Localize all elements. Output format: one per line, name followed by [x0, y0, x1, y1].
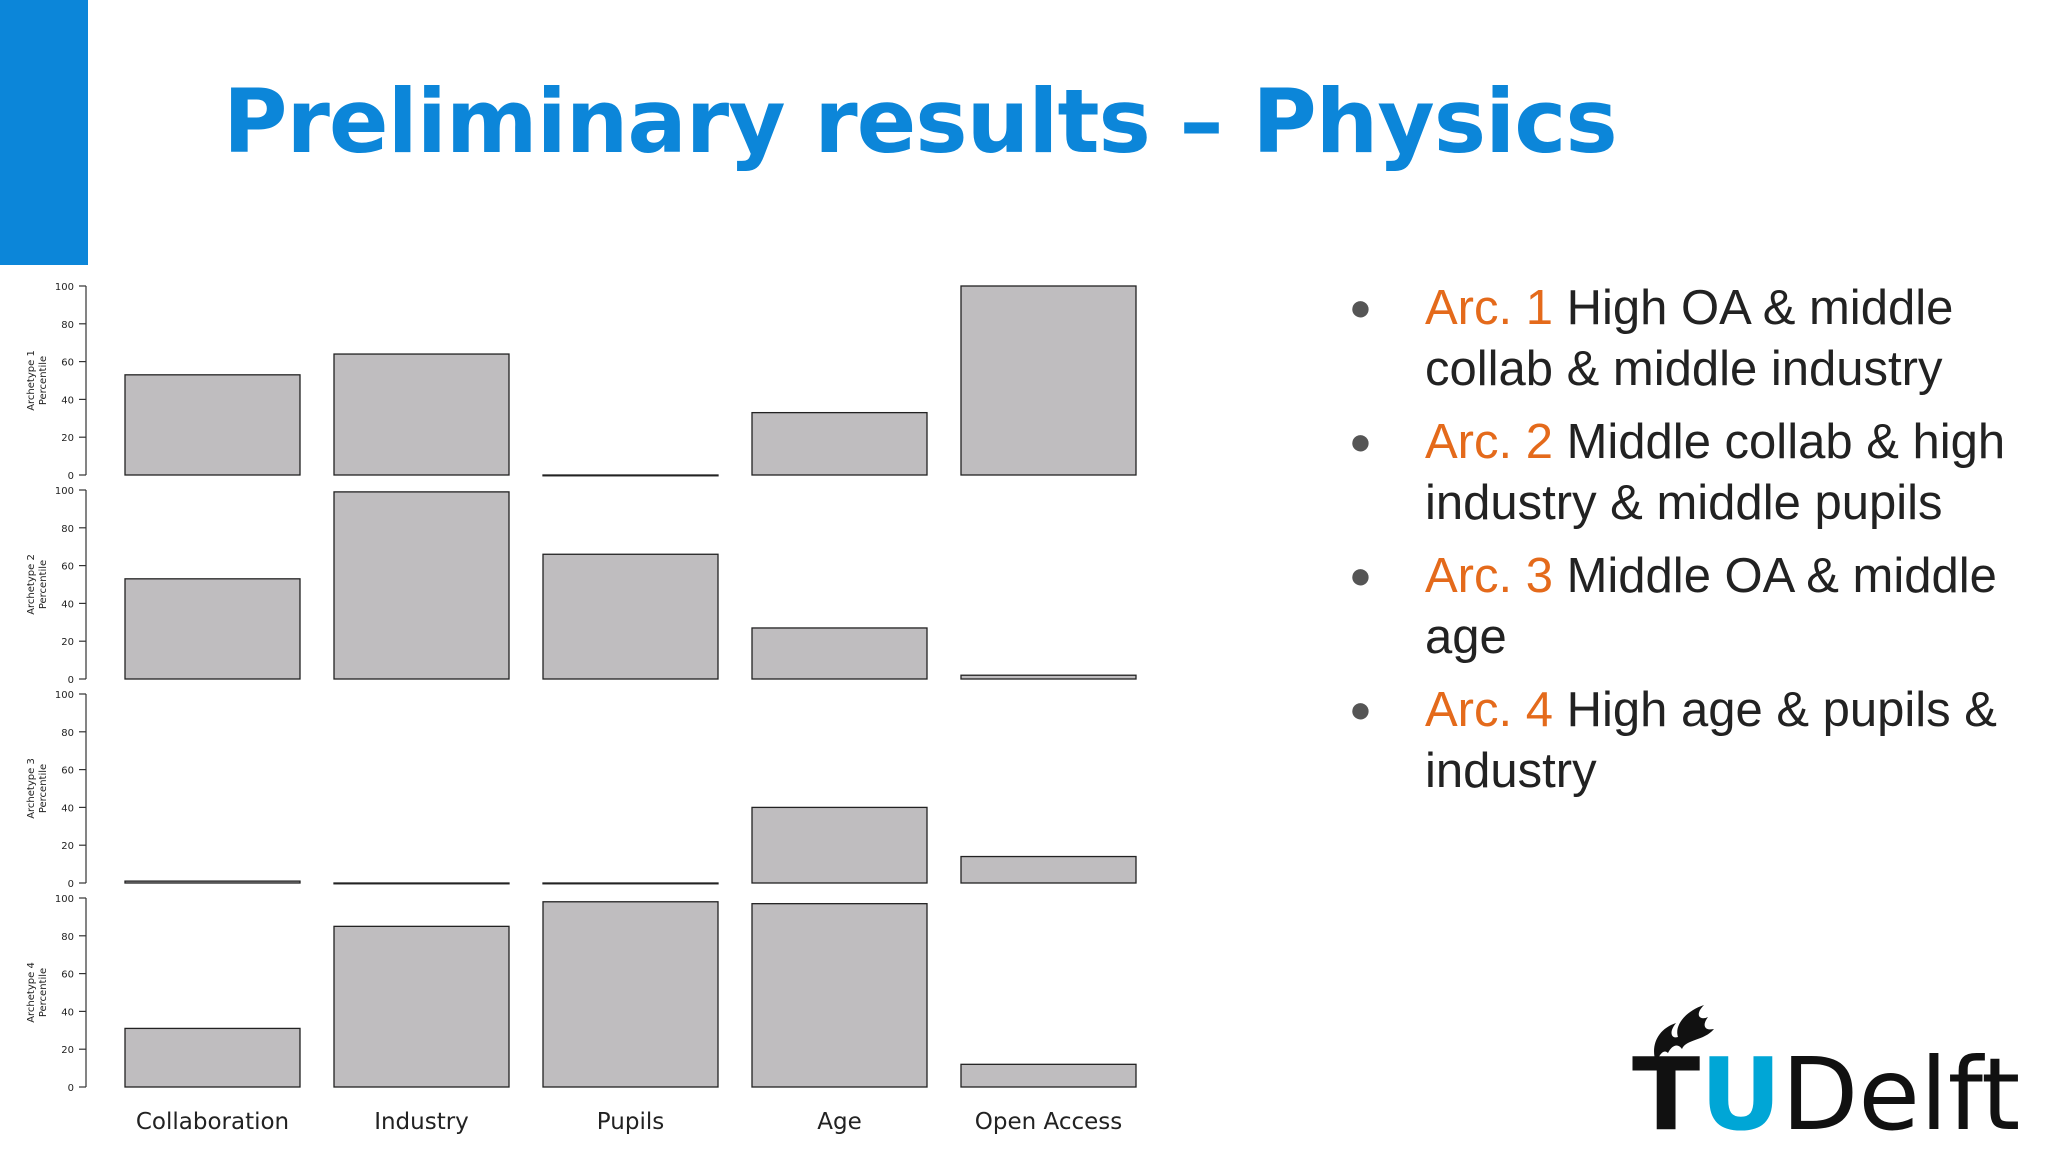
bar-open-access [960, 1063, 1137, 1088]
y-tick-label: 0 [68, 471, 74, 482]
bar-collaboration [124, 374, 301, 476]
y-axis-label: Archetype 2Percentile [26, 554, 49, 615]
y-axis-label-line: Percentile [38, 560, 49, 609]
panel-archetype-2: 0 20 40 60 80 100 Archetype 2Percentile [26, 486, 1137, 686]
bar-industry [333, 925, 510, 1088]
arc-label: Arc. 4 [1425, 683, 1553, 737]
y-tick-label: 40 [61, 803, 74, 814]
bullet-item-arc4: ● Arc. 4 High age & pupils & industry [1345, 680, 2045, 802]
y-tick-label: 20 [61, 1045, 74, 1056]
y-axis-label-line: Archetype 1 [26, 350, 37, 411]
y-tick-label: 40 [61, 599, 74, 610]
y-tick-label: 40 [61, 1007, 74, 1018]
bullet-dot-icon: ● [1349, 555, 1372, 597]
bullet-text: High OA & middle collab & middle industr… [1425, 281, 1954, 396]
bullet-item-arc1: ● Arc. 1 High OA & middle collab & middle… [1345, 278, 2045, 400]
y-tick-label: 20 [61, 637, 74, 648]
bullet-text: Middle OA & middle age [1425, 549, 1997, 664]
bar-collaboration [124, 880, 301, 884]
y-axis-label-line: Archetype 2 [26, 554, 37, 615]
arc-label: Arc. 1 [1425, 281, 1553, 335]
bullet-text: Middle collab & high industry & middle p… [1425, 415, 2006, 530]
bar-age [751, 806, 928, 884]
bullet-dot-icon: ● [1349, 421, 1372, 463]
arc-label: Arc. 3 [1425, 549, 1553, 603]
y-axis-label-line: Archetype 4 [26, 962, 37, 1023]
y-tick-label: 80 [61, 524, 74, 535]
y-tick-label: 60 [61, 766, 74, 777]
y-axis-label: Archetype 1Percentile [26, 350, 49, 411]
y-tick-label: 100 [55, 894, 74, 905]
arc-label: Arc. 2 [1425, 415, 1553, 469]
bar-open-access [960, 674, 1137, 680]
y-axis-label-line: Percentile [38, 356, 49, 405]
y-tick-label: 60 [61, 358, 74, 369]
flame-icon [1654, 1005, 1714, 1063]
y-axis-label-line: Percentile [38, 764, 49, 813]
y-axis-label-line: Archetype 3 [26, 758, 37, 819]
panel-archetype-4: 0 20 40 60 80 100 Archetype 4Percentile [26, 894, 1137, 1094]
x-category-label: Open Access [975, 1109, 1122, 1135]
y-axis-label-line: Percentile [38, 968, 49, 1017]
bullet-item-arc3: ● Arc. 3 Middle OA & middle age [1345, 546, 2045, 668]
y-axis-label: Archetype 3Percentile [26, 758, 49, 819]
y-tick-label: 40 [61, 395, 74, 406]
y-tick-label: 100 [55, 282, 74, 293]
bar-age [751, 627, 928, 680]
y-tick-label: 100 [55, 690, 74, 701]
accent-bar [0, 0, 88, 265]
y-tick-label: 100 [55, 486, 74, 497]
bar-pupils [542, 901, 719, 1088]
bar-open-access [960, 855, 1137, 884]
panel-archetype-3: 0 20 40 60 80 100 Archetype 3Percentile [26, 690, 1137, 890]
bullet-dot-icon: ● [1349, 287, 1372, 329]
logo-wordmark: TUDelft [1632, 1036, 2021, 1153]
y-tick-label: 60 [61, 970, 74, 981]
y-tick-label: 80 [61, 320, 74, 331]
bar-industry [333, 353, 510, 476]
bar-collaboration [124, 578, 301, 680]
y-tick-label: 20 [61, 841, 74, 852]
bar-open-access [960, 285, 1137, 476]
bar-age [751, 903, 928, 1088]
x-category-label: Industry [374, 1109, 469, 1135]
bar-pupils [542, 474, 719, 477]
bar-collaboration [124, 1027, 301, 1088]
bar-pupils [542, 882, 719, 885]
y-tick-label: 20 [61, 433, 74, 444]
tu-delft-logo: TUDelft [1632, 995, 2020, 1145]
bullet-dot-icon: ● [1349, 689, 1372, 731]
y-tick-label: 80 [61, 932, 74, 943]
y-tick-label: 0 [68, 1083, 74, 1094]
x-category-label: Collaboration [136, 1109, 289, 1135]
bar-age [751, 411, 928, 476]
x-category-label: Pupils [597, 1109, 664, 1135]
bullet-item-arc2: ● Arc. 2 Middle collab & high industry & … [1345, 412, 2045, 534]
panel-archetype-1: 0 20 40 60 80 100 Archetype 1Percentile [26, 282, 1137, 482]
bar-industry [333, 491, 510, 680]
bar-industry [333, 882, 510, 885]
y-tick-label: 0 [68, 879, 74, 890]
y-axis-label: Archetype 4Percentile [26, 962, 49, 1023]
bullet-list: ● Arc. 1 High OA & middle collab & middle… [1345, 278, 2045, 814]
bar-pupils [542, 553, 719, 680]
bullet-text: High age & pupils & industry [1425, 683, 1997, 798]
x-category-label: Age [817, 1109, 861, 1135]
y-tick-label: 80 [61, 728, 74, 739]
slide-title: Preliminary results – Physics [223, 70, 1618, 173]
y-tick-label: 60 [61, 562, 74, 573]
y-tick-label: 0 [68, 675, 74, 686]
